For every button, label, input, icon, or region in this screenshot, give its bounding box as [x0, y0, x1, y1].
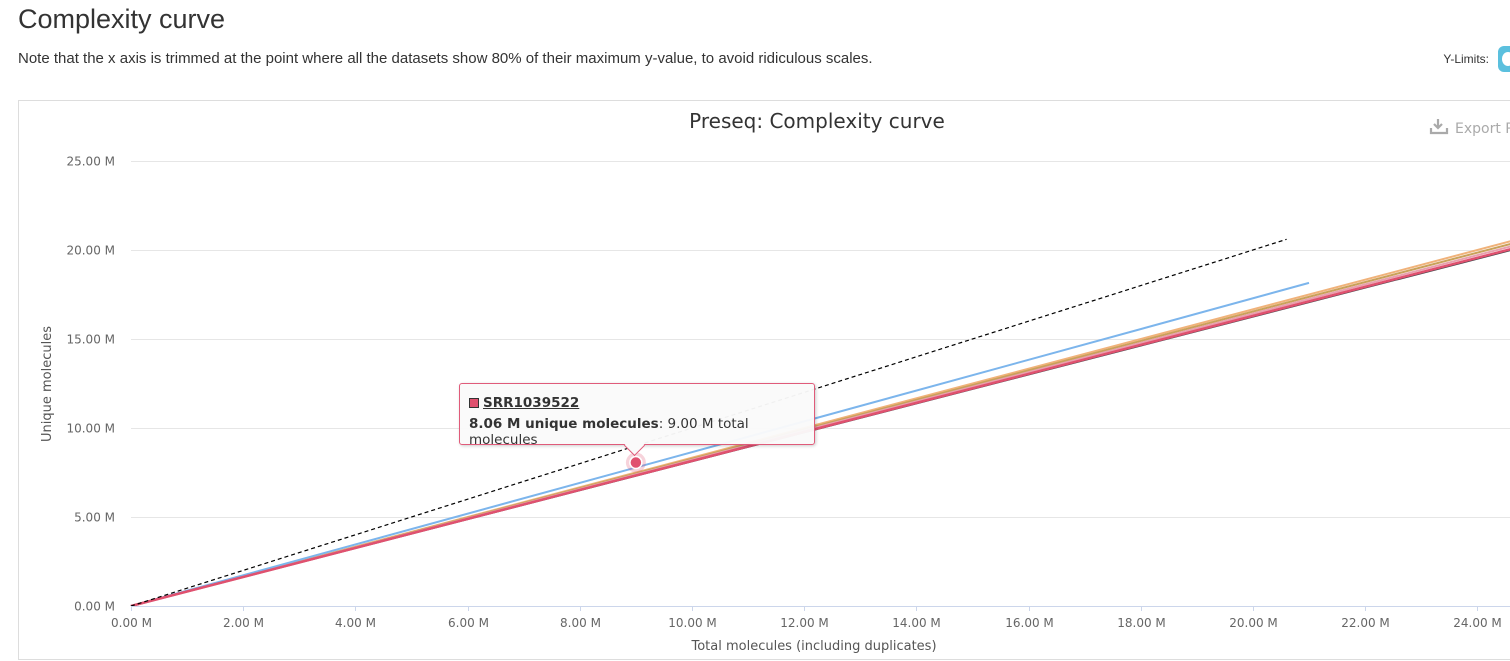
download-icon [1429, 119, 1449, 135]
x-tick-label: 4.00 M [335, 616, 376, 630]
complexity-curve-chart[interactable]: Preseq: Complexity curve Export P 0.00 M… [19, 101, 1510, 661]
export-button[interactable]: Export P [1429, 119, 1510, 137]
tooltip-sample-name[interactable]: SRR1039522 [483, 395, 580, 411]
series-layer [130, 238, 1510, 608]
x-tick-label: 24.00 M [1453, 616, 1502, 630]
x-tick-label: 20.00 M [1229, 616, 1278, 630]
x-tick-label: 18.00 M [1117, 616, 1166, 630]
x-tick-label: 14.00 M [892, 616, 941, 630]
x-tick-label: 2.00 M [223, 616, 264, 630]
tooltip-swatch [469, 398, 479, 408]
series-line[interactable] [130, 248, 1510, 608]
y-tick-label: 10.00 M [66, 422, 115, 436]
x-tick-label: 10.00 M [668, 616, 717, 630]
chart-container: Preseq: Complexity curve Export P 0.00 M… [18, 100, 1510, 660]
grid-lines [131, 161, 1510, 518]
y-limits-label: Y-Limits: [1443, 52, 1489, 66]
y-limits-toggle[interactable] [1498, 46, 1510, 72]
x-tick-label: 12.00 M [780, 616, 829, 630]
hover-point-marker[interactable] [629, 455, 643, 470]
y-axis-title: Unique molecules [40, 326, 55, 442]
tooltip-detail: : 9.00 M total molecules [469, 416, 749, 448]
x-tick-label: 16.00 M [1005, 616, 1054, 630]
x-axis-title: Total molecules (including duplicates) [690, 639, 936, 654]
x-axis-ticks: 0.00 M 2.00 M 4.00 M 6.00 M 8.00 M 10.00 M 12.… [111, 606, 1502, 630]
toggle-knob [1502, 52, 1510, 66]
page-title: Complexity curve [18, 4, 226, 34]
y-tick-label: 25.00 M [66, 155, 115, 169]
tooltip: SRR1039522 8.06 M unique molecules: 9.00… [459, 383, 815, 457]
y-limits-control: Y-Limits: [1443, 46, 1510, 72]
chart-title: Preseq: Complexity curve [689, 109, 945, 133]
x-tick-label: 0.00 M [111, 616, 152, 630]
series-line[interactable] [130, 238, 1287, 607]
x-tick-label: 8.00 M [560, 616, 601, 630]
y-tick-label: 20.00 M [66, 244, 115, 258]
page-note: Note that the x axis is trimmed at the p… [18, 50, 873, 67]
y-axis-ticks: 0.00 M 5.00 M 10.00 M 15.00 M 20.00 M 25.00 M [66, 155, 115, 614]
y-tick-label: 0.00 M [74, 600, 115, 614]
x-tick-label: 22.00 M [1341, 616, 1390, 630]
y-tick-label: 5.00 M [74, 511, 115, 525]
export-label: Export P [1455, 121, 1510, 137]
y-tick-label: 15.00 M [66, 333, 115, 347]
x-tick-label: 6.00 M [448, 616, 489, 630]
tooltip-value: 8.06 M unique molecules [469, 416, 659, 432]
